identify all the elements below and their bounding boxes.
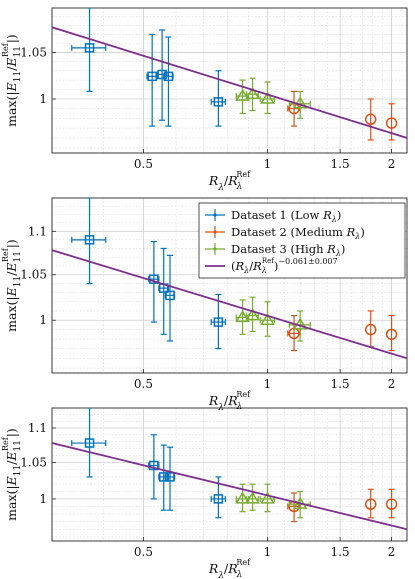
legend: Dataset 1 (Low Rλ)Dataset 2 (Medium Rλ)D… — [198, 202, 406, 279]
x-axis-label: Rλ/RλRef — [208, 170, 251, 193]
y-axis-label: max(|E11/E11Ref|) — [1, 239, 23, 332]
legend-label: (Rλ/RλRef)−0.061±0.007 — [231, 257, 338, 275]
y-axis-label: max(|E11/E11Ref|) — [1, 428, 23, 521]
panel-2: 0.5 1 1.5 2 1 1.05 1.1 Rλ/RλRef max(|E11/E11Ref|… — [1, 197, 408, 413]
data-layer — [52, 198, 407, 360]
y-tick-label: 1.05 — [20, 456, 47, 470]
y-tick-label: 1.05 — [20, 268, 47, 282]
x-tick-label: 0.5 — [134, 377, 153, 391]
legend-box — [198, 202, 406, 279]
data-point-square — [149, 460, 159, 471]
data-point-square — [213, 494, 224, 504]
data-point-square — [165, 472, 175, 482]
x-tick-label: 2 — [388, 157, 396, 171]
plot-area-border — [51, 7, 408, 154]
panel-3: 0.5 1 1.5 2 1 1.05 1.1 Rλ/RλRef max(|E11/E11Ref|… — [1, 407, 408, 579]
x-tick-label: 2 — [388, 545, 396, 559]
data-layer — [52, 408, 407, 531]
legend-label: Dataset 3 (High Rλ) — [231, 242, 345, 258]
x-tick-label: 1.5 — [331, 545, 350, 559]
x-tick-label: 1 — [264, 377, 272, 391]
data-point-triangle — [245, 86, 260, 99]
data-point-triangle — [235, 491, 250, 504]
data-point-triangle — [245, 308, 260, 321]
x-axis-label: Rλ/RλRef — [208, 558, 251, 579]
y-tick-label: 1 — [39, 492, 47, 506]
data-point-square — [163, 71, 174, 82]
x-tick-label: 1.5 — [331, 377, 350, 391]
data-point-square — [147, 71, 157, 82]
legend-label: Dataset 2 (Medium Rλ) — [231, 225, 365, 241]
plot-area-border — [51, 197, 408, 374]
x-tick-label: 1 — [264, 545, 272, 559]
legend-label: Dataset 1 (Low Rλ) — [231, 208, 341, 224]
x-tick-label: 0.5 — [134, 545, 153, 559]
data-point-square — [213, 97, 224, 107]
data-point-circle — [364, 323, 377, 336]
legend-swatch-dot — [213, 213, 217, 217]
data-point-square — [213, 317, 224, 327]
data-point-triangle — [235, 309, 250, 323]
data-point-circle — [385, 328, 398, 341]
data-point-triangle — [260, 91, 275, 104]
x-axis-label: Rλ/RλRef — [208, 390, 251, 413]
legend-swatch-dot — [213, 247, 217, 251]
panel-1: 0.5 1 1.5 2 1 1.05 Rλ/RλRef max(|E11/E11Ref|) — [1, 7, 408, 193]
legend-swatch-dot — [213, 230, 217, 234]
fit-line — [52, 26, 407, 139]
y-axis-label: max(|E11/E11Ref|) — [1, 34, 23, 127]
data-point-square — [84, 235, 95, 245]
data-point-triangle — [260, 312, 275, 325]
data-point-square — [84, 43, 95, 53]
y-tick-label: 1.05 — [20, 45, 47, 59]
data-point-circle — [364, 113, 377, 126]
y-tick-label: 1.1 — [28, 224, 47, 238]
data-point-circle — [385, 117, 398, 129]
data-point-square — [84, 438, 95, 448]
data-layer — [52, 8, 407, 141]
x-tick-label: 1.5 — [331, 157, 350, 171]
data-point-square — [157, 69, 167, 80]
data-point-circle — [385, 498, 398, 510]
x-tick-label: 1 — [264, 157, 272, 171]
x-tick-label: 2 — [388, 377, 396, 391]
plot-area-border — [51, 407, 408, 542]
fit-line — [52, 442, 407, 531]
fit-line — [52, 249, 407, 360]
y-tick-label: 1 — [39, 92, 47, 106]
data-point-triangle — [235, 88, 250, 101]
y-tick-label: 1.1 — [28, 421, 47, 435]
data-point-circle — [364, 498, 377, 510]
data-point-triangle — [260, 491, 275, 504]
data-point-square — [165, 290, 175, 301]
x-tick-label: 0.5 — [134, 157, 153, 171]
y-tick-label: 1 — [39, 313, 47, 327]
data-point-triangle — [245, 491, 260, 504]
